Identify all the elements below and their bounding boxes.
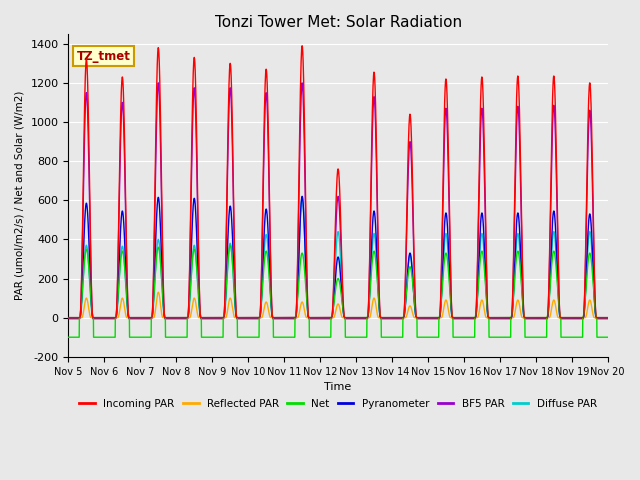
Legend: Incoming PAR, Reflected PAR, Net, Pyranometer, BF5 PAR, Diffuse PAR: Incoming PAR, Reflected PAR, Net, Pyrano… xyxy=(76,395,601,413)
Y-axis label: PAR (umol/m2/s) / Net and Solar (W/m2): PAR (umol/m2/s) / Net and Solar (W/m2) xyxy=(15,91,25,300)
Text: TZ_tmet: TZ_tmet xyxy=(77,50,131,63)
Title: Tonzi Tower Met: Solar Radiation: Tonzi Tower Met: Solar Radiation xyxy=(214,15,461,30)
X-axis label: Time: Time xyxy=(324,382,352,392)
